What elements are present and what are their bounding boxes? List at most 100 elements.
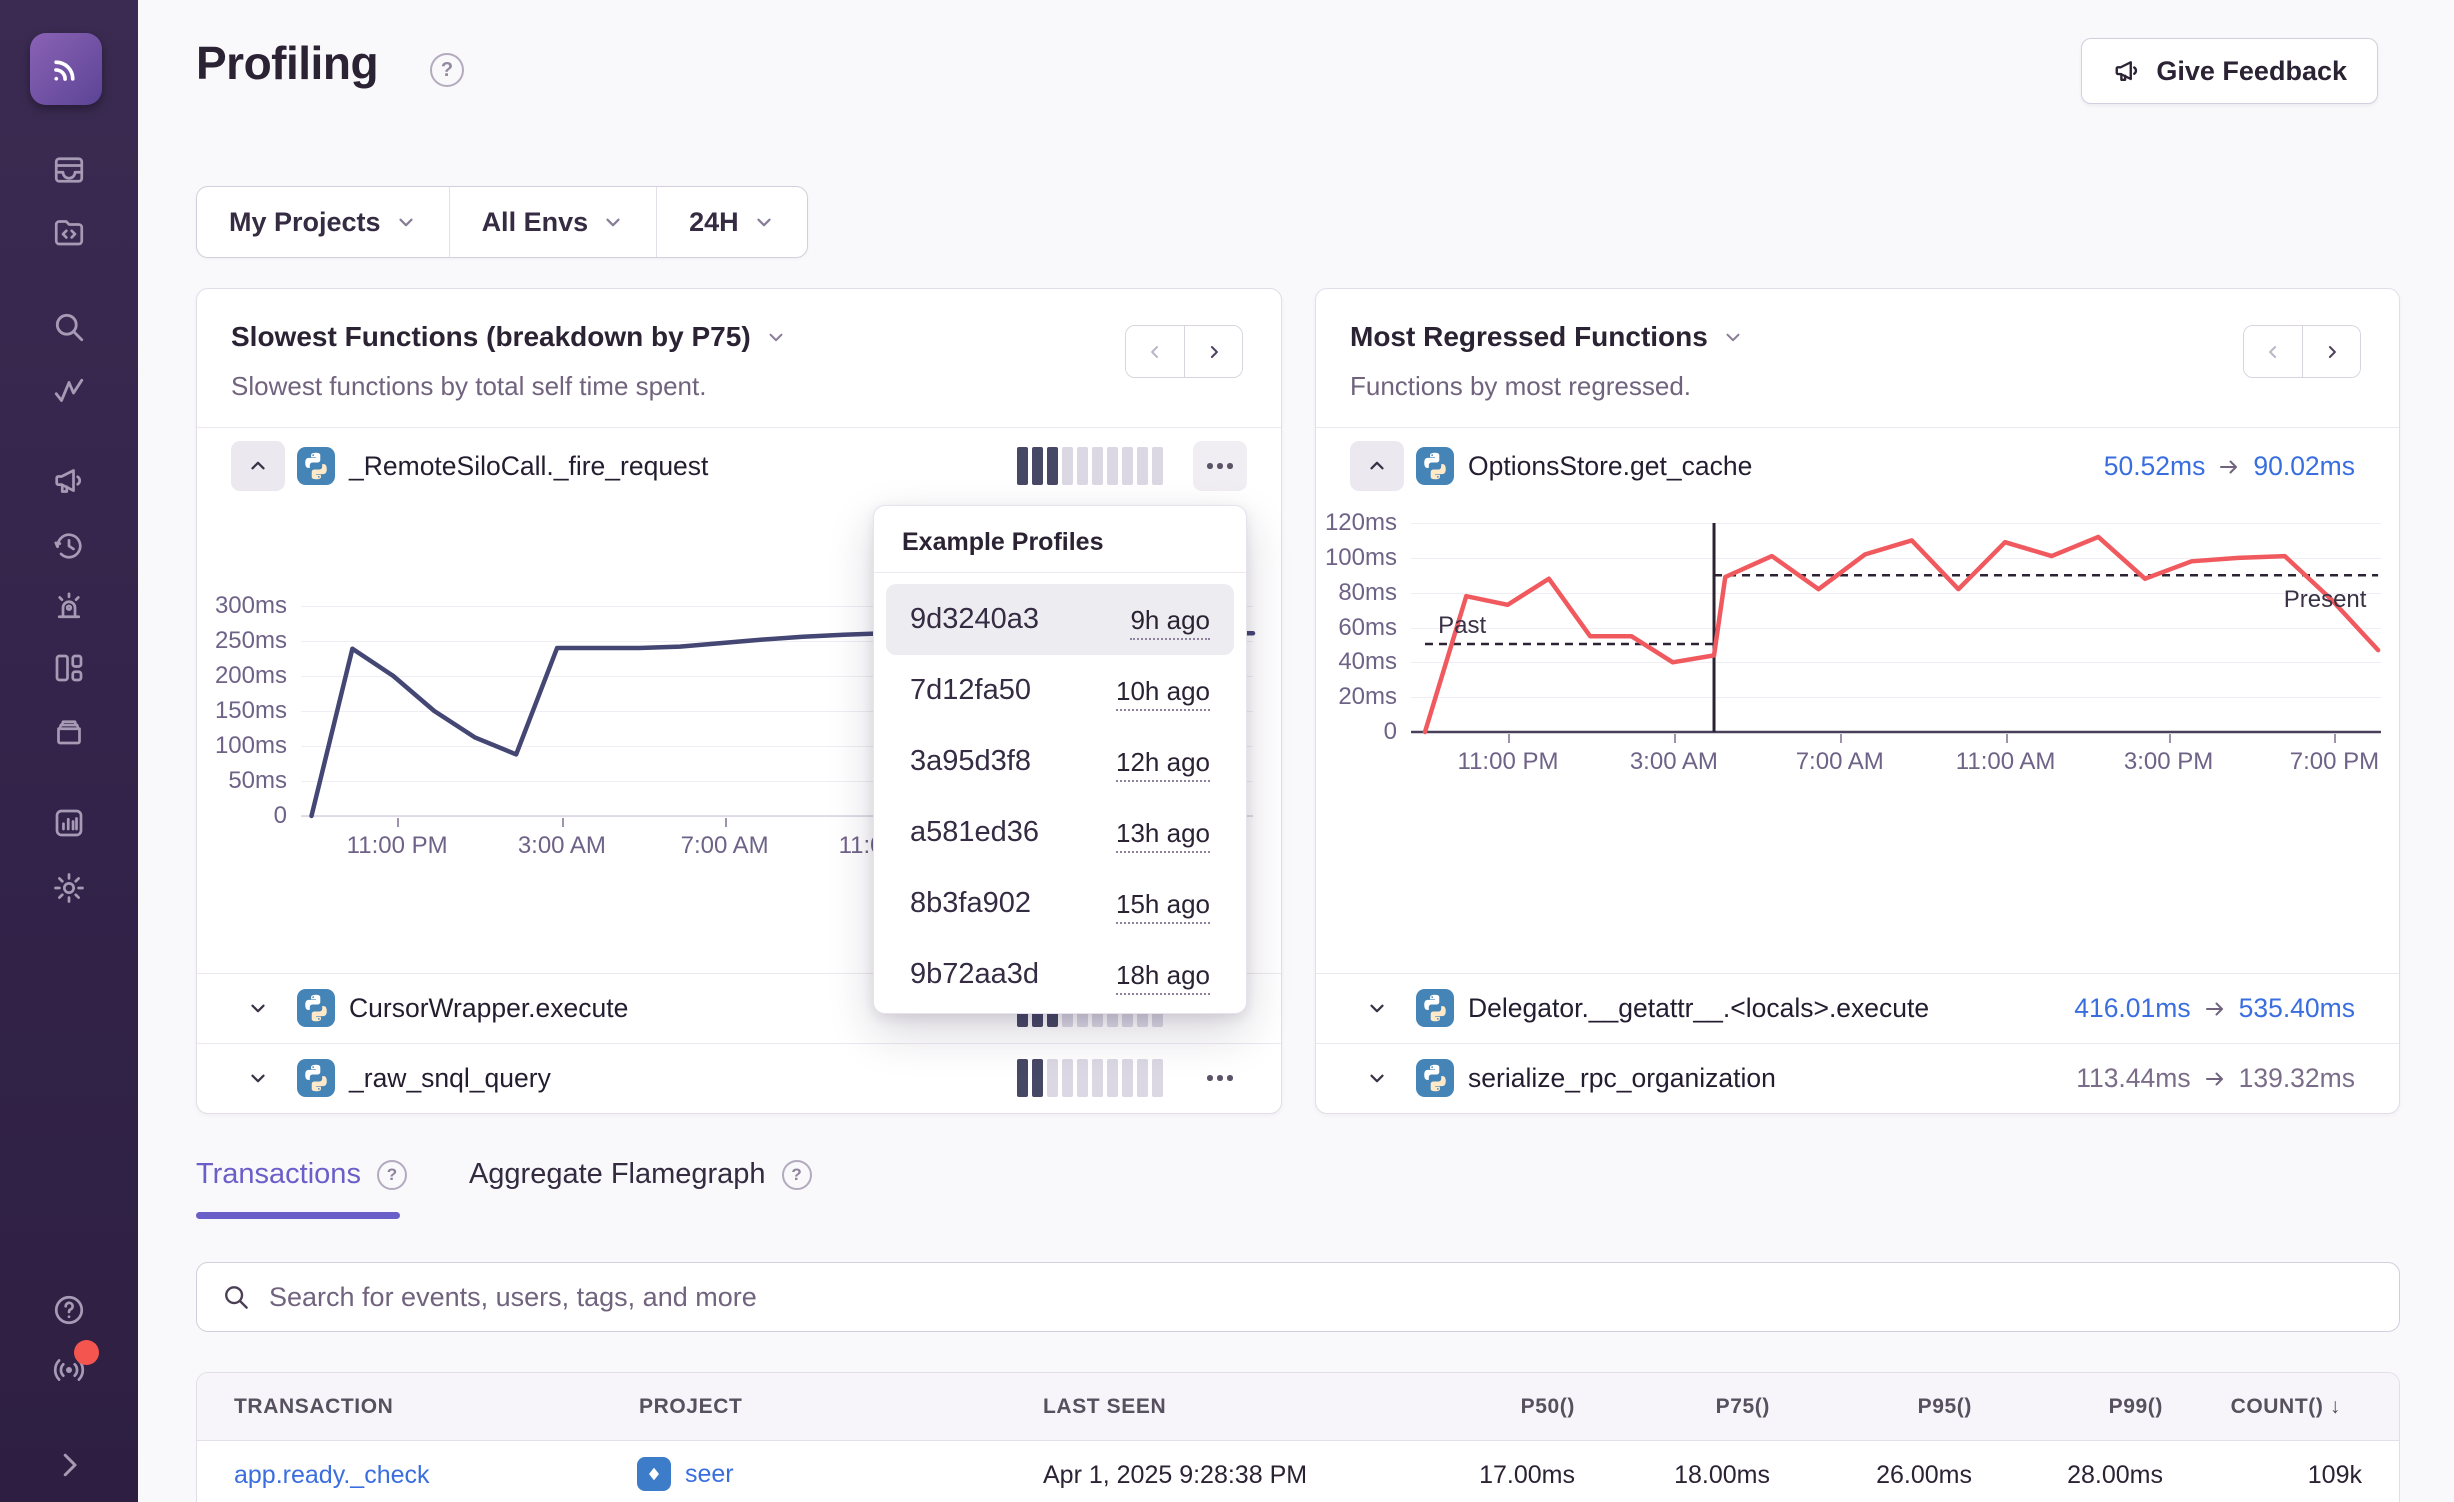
- expand-row-button[interactable]: [231, 1053, 285, 1103]
- sort-descending-icon[interactable]: ↓: [2330, 1395, 2341, 1418]
- transaction-link[interactable]: app.ready._check: [234, 1461, 430, 1490]
- stats-icon[interactable]: [51, 805, 87, 841]
- projects-icon[interactable]: [51, 214, 87, 250]
- most-regressed-chart[interactable]: 020ms40ms60ms80ms100ms120ms11:00 PM3:00 …: [1411, 523, 2381, 732]
- explore-search-icon[interactable]: [51, 309, 87, 345]
- function-row: OptionsStore.get_cache 50.52ms 90.02ms: [1316, 427, 2399, 506]
- col-transaction[interactable]: TRANSACTION: [234, 1395, 393, 1419]
- panel-subtitle: Functions by most regressed.: [1350, 371, 1691, 402]
- function-name[interactable]: _raw_snql_query: [349, 1063, 551, 1094]
- alerts-icon[interactable]: [51, 589, 87, 625]
- profile-id: 9b72aa3d: [910, 958, 1039, 991]
- project-cell[interactable]: seer: [637, 1457, 734, 1491]
- profile-candidates-sparkline[interactable]: [1017, 1059, 1171, 1097]
- prev-page-button[interactable]: [2244, 326, 2302, 377]
- give-feedback-button[interactable]: Give Feedback: [2081, 38, 2378, 104]
- slowest-functions-title-select[interactable]: Slowest Functions (breakdown by P75): [231, 321, 787, 353]
- function-row: serialize_rpc_organization 113.44ms 139.…: [1316, 1043, 2399, 1113]
- releases-icon[interactable]: [51, 713, 87, 749]
- y-axis-label: 100ms: [201, 732, 287, 760]
- prev-page-button[interactable]: [1126, 326, 1184, 377]
- profile-item[interactable]: 9b72aa3d 18h ago: [886, 939, 1234, 1010]
- regression-values: 50.52ms 90.02ms: [2104, 451, 2355, 482]
- after-value[interactable]: 535.40ms: [2239, 993, 2355, 1024]
- search-input[interactable]: [269, 1282, 2375, 1313]
- feedback-megaphone-icon[interactable]: [51, 463, 87, 499]
- profile-item[interactable]: a581ed36 13h ago: [886, 797, 1234, 868]
- overflow-menu-button[interactable]: [1193, 1053, 1247, 1103]
- arrow-right-icon: [2203, 997, 2227, 1021]
- give-feedback-label: Give Feedback: [2156, 56, 2347, 87]
- dashboards-icon[interactable]: [51, 650, 87, 686]
- function-name[interactable]: serialize_rpc_organization: [1468, 1063, 1776, 1094]
- search-bar[interactable]: [196, 1262, 2400, 1332]
- y-axis-label: 50ms: [201, 767, 287, 795]
- help-icon[interactable]: [51, 1292, 87, 1328]
- seer-project-icon: [637, 1457, 671, 1491]
- expand-row-button[interactable]: [231, 983, 285, 1033]
- function-name[interactable]: CursorWrapper.execute: [349, 993, 628, 1024]
- tab-label: Aggregate Flamegraph: [469, 1158, 766, 1191]
- python-icon: [297, 989, 335, 1027]
- before-value[interactable]: 416.01ms: [2074, 993, 2190, 1024]
- profile-item[interactable]: 3a95d3f8 12h ago: [886, 726, 1234, 797]
- x-axis-label: 7:00 AM: [1760, 748, 1920, 776]
- date-range-filter[interactable]: 24H: [656, 187, 807, 257]
- chart-annotation: Past: [1438, 612, 1486, 640]
- expand-row-button[interactable]: [1350, 1053, 1404, 1103]
- y-axis-label: 20ms: [1311, 683, 1397, 711]
- y-axis-label: 60ms: [1311, 614, 1397, 642]
- p95-cell: 26.00ms: [1876, 1461, 1972, 1490]
- col-project[interactable]: PROJECT: [639, 1395, 742, 1419]
- issues-icon[interactable]: [51, 152, 87, 188]
- col-p50[interactable]: P50(): [1521, 1395, 1575, 1419]
- pagination: [1125, 325, 1243, 378]
- profile-age: 18h ago: [1116, 960, 1210, 995]
- sentry-logo[interactable]: [30, 33, 102, 105]
- most-regressed-title-select[interactable]: Most Regressed Functions: [1350, 321, 1744, 353]
- profile-item[interactable]: 7d12fa50 10h ago: [886, 655, 1234, 726]
- chevron-down-icon: [395, 211, 417, 233]
- traces-icon[interactable]: [51, 372, 87, 408]
- col-p75[interactable]: P75(): [1716, 1395, 1770, 1419]
- col-p99[interactable]: P99(): [2109, 1395, 2163, 1419]
- python-icon: [1416, 989, 1454, 1027]
- profiling-page: Profiling ? Give Feedback My Projects Al…: [0, 0, 2454, 1502]
- next-page-button[interactable]: [1184, 326, 1242, 377]
- before-value[interactable]: 50.52ms: [2104, 451, 2206, 482]
- profile-candidates-sparkline[interactable]: [1017, 447, 1171, 485]
- regression-values: 113.44ms 139.32ms: [2076, 1063, 2355, 1094]
- profile-item[interactable]: 9d3240a3 9h ago: [886, 584, 1234, 655]
- profile-item[interactable]: 8b3fa902 15h ago: [886, 868, 1234, 939]
- function-name[interactable]: _RemoteSiloCall._fire_request: [349, 451, 708, 482]
- y-axis-label: 120ms: [1311, 509, 1397, 537]
- overflow-menu-button[interactable]: [1193, 441, 1247, 491]
- function-name[interactable]: Delegator.__getattr__.<locals>.execute: [1468, 993, 1929, 1024]
- flamegraph-help-icon[interactable]: ?: [782, 1160, 812, 1190]
- col-last-seen[interactable]: LAST SEEN: [1043, 1395, 1166, 1419]
- tab-aggregate-flamegraph[interactable]: Aggregate Flamegraph ?: [469, 1158, 812, 1191]
- sidebar-collapse-icon[interactable]: [51, 1447, 87, 1483]
- whats-new-icon[interactable]: [51, 1352, 87, 1388]
- function-name[interactable]: OptionsStore.get_cache: [1468, 451, 1752, 482]
- col-count[interactable]: COUNT() ↓: [2231, 1395, 2341, 1419]
- p50-cell: 17.00ms: [1479, 1461, 1575, 1490]
- profiling-help-icon[interactable]: ?: [430, 53, 464, 87]
- project-filter[interactable]: My Projects: [197, 187, 449, 257]
- expand-row-button[interactable]: [1350, 983, 1404, 1033]
- collapse-row-button[interactable]: [1350, 441, 1404, 491]
- settings-icon[interactable]: [51, 870, 87, 906]
- regression-values: 416.01ms 535.40ms: [2074, 993, 2355, 1024]
- col-p95[interactable]: P95(): [1918, 1395, 1972, 1419]
- python-icon: [1416, 447, 1454, 485]
- profile-age: 13h ago: [1116, 818, 1210, 853]
- y-axis-label: 0: [1311, 718, 1397, 746]
- environment-filter[interactable]: All Envs: [449, 187, 657, 257]
- next-page-button[interactable]: [2302, 326, 2360, 377]
- collapse-row-button[interactable]: [231, 441, 285, 491]
- tab-transactions[interactable]: Transactions ?: [196, 1158, 407, 1191]
- table-row[interactable]: app.ready._check seer Apr 1, 2025 9:28:3…: [197, 1441, 2399, 1502]
- after-value[interactable]: 90.02ms: [2253, 451, 2355, 482]
- transactions-help-icon[interactable]: ?: [377, 1160, 407, 1190]
- replays-icon[interactable]: [51, 528, 87, 564]
